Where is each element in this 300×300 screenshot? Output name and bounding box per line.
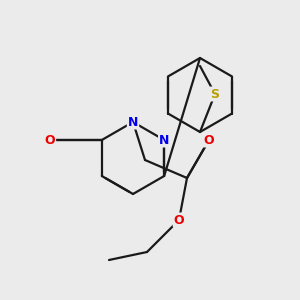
Text: O: O (204, 134, 214, 146)
Text: S: S (211, 88, 220, 100)
Text: O: O (174, 214, 184, 226)
Text: N: N (159, 134, 169, 146)
Text: N: N (128, 116, 138, 128)
Text: O: O (44, 134, 55, 146)
